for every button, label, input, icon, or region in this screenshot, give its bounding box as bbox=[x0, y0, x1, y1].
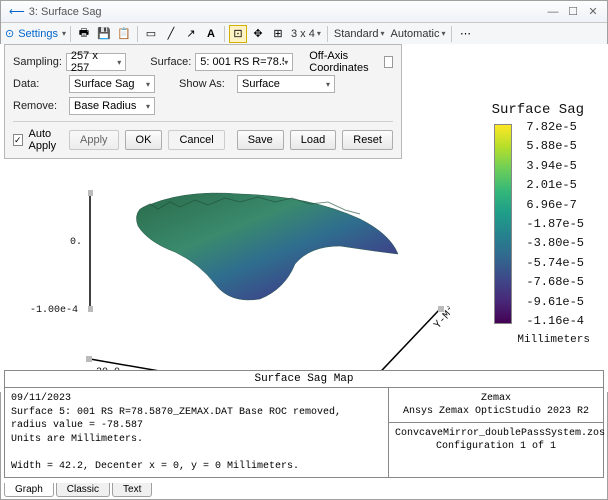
chevron-down-icon: ▾ bbox=[62, 29, 66, 38]
autoapply-checkbox[interactable]: ✓ bbox=[13, 134, 23, 146]
svg-text:-1.00e-4: -1.00e-4 bbox=[30, 305, 78, 316]
svg-text:Y-Millimeters: Y-Millimeters bbox=[432, 260, 450, 332]
back-arrow[interactable]: ⟵ bbox=[5, 5, 29, 18]
grid-icon[interactable]: ⊞ bbox=[269, 25, 287, 43]
remove-label: Remove: bbox=[13, 100, 65, 112]
cancel-button[interactable]: Cancel bbox=[168, 130, 224, 150]
pan-icon[interactable]: ✥ bbox=[249, 25, 267, 43]
colorbar-unit: Millimeters bbox=[517, 334, 590, 346]
minimize-button[interactable]: — bbox=[543, 6, 563, 18]
window-title: 3: Surface Sag bbox=[29, 6, 543, 18]
info-text: 09/11/2023 Surface 5: 001 RS R=78.5870_Z… bbox=[5, 388, 389, 477]
data-select[interactable]: Surface Sag▾ bbox=[69, 75, 155, 93]
bottom-tabs: Graph Classic Text bbox=[4, 483, 154, 497]
surface-select[interactable]: 5: 001 RS R=78.587▾ bbox=[195, 53, 293, 71]
ok-button[interactable]: OK bbox=[125, 130, 163, 150]
reset-button[interactable]: Reset bbox=[342, 130, 393, 150]
load-button[interactable]: Load bbox=[290, 130, 336, 150]
sampling-label: Sampling: bbox=[13, 56, 62, 68]
colorbar bbox=[494, 124, 512, 324]
arrow-tool-icon[interactable]: ↗ bbox=[182, 25, 200, 43]
save-button[interactable]: Save bbox=[237, 130, 284, 150]
tab-classic[interactable]: Classic bbox=[56, 483, 110, 497]
copy-icon[interactable]: 📋 bbox=[115, 25, 133, 43]
info-header: Surface Sag Map bbox=[5, 371, 603, 388]
maximize-button[interactable]: ☐ bbox=[563, 5, 583, 18]
surface-label: Surface: bbox=[150, 56, 191, 68]
info-right: ZemaxAnsys Zemax OpticStudio 2023 R2 Con… bbox=[389, 388, 603, 477]
info-panel: Surface Sag Map 09/11/2023 Surface 5: 00… bbox=[4, 370, 604, 478]
print-icon[interactable]: ▭ bbox=[142, 25, 160, 43]
automatic-dropdown[interactable]: Automatic▾ bbox=[389, 28, 448, 40]
toolbar: ⊙ Settings ▾ 🖶 💾 📋 ▭ ╱ ↗ A ⊡ ✥ ⊞ 3 x 4▾ … bbox=[1, 23, 607, 45]
line-tool-icon[interactable]: ╱ bbox=[162, 25, 180, 43]
extra-icon[interactable]: ⋯ bbox=[456, 25, 474, 43]
grid-size-dropdown[interactable]: 3 x 4▾ bbox=[289, 28, 323, 40]
plot-title: Surface Sag bbox=[492, 102, 584, 118]
colorbar-labels: 7.82e-55.88e-5 3.94e-52.01e-5 6.96e-7-1.… bbox=[526, 120, 584, 328]
svg-text:0.: 0. bbox=[70, 237, 82, 248]
data-label: Data: bbox=[13, 78, 65, 90]
settings-panel: Sampling: 257 x 257▾ Surface: 5: 001 RS … bbox=[4, 44, 402, 159]
offaxis-checkbox[interactable] bbox=[384, 56, 393, 68]
settings-link[interactable]: Settings bbox=[16, 28, 60, 40]
apply-button[interactable]: Apply bbox=[69, 130, 119, 150]
tab-text[interactable]: Text bbox=[112, 483, 152, 497]
tab-graph[interactable]: Graph bbox=[4, 483, 54, 497]
text-tool-icon[interactable]: A bbox=[202, 25, 220, 43]
sampling-select[interactable]: 257 x 257▾ bbox=[66, 53, 126, 71]
showas-label: Show As: bbox=[179, 78, 233, 90]
collapse-icon[interactable]: ⊙ bbox=[5, 27, 14, 40]
close-button[interactable]: ✕ bbox=[583, 5, 603, 18]
zoom-icon[interactable]: ⊡ bbox=[229, 25, 247, 43]
remove-select[interactable]: Base Radius▾ bbox=[69, 97, 155, 115]
showas-select[interactable]: Surface▾ bbox=[237, 75, 335, 93]
offaxis-label: Off-Axis Coordinates bbox=[309, 50, 376, 74]
standard-dropdown[interactable]: Standard▾ bbox=[332, 28, 387, 40]
window: ⟵ 3: Surface Sag — ☐ ✕ ⊙ Settings ▾ 🖶 💾 … bbox=[0, 0, 608, 500]
autoapply-label: Auto Apply bbox=[29, 128, 63, 152]
refresh-icon[interactable]: 🖶 bbox=[75, 25, 93, 43]
titlebar: ⟵ 3: Surface Sag — ☐ ✕ bbox=[1, 1, 607, 23]
save-icon[interactable]: 💾 bbox=[95, 25, 113, 43]
